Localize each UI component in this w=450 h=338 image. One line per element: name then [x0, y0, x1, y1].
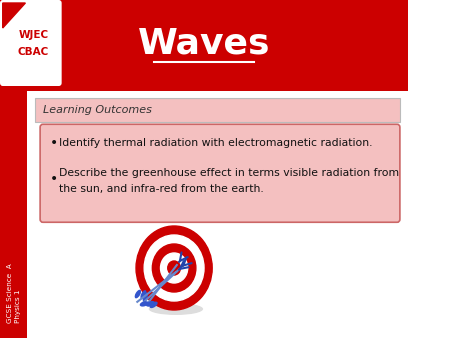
Ellipse shape [143, 292, 148, 302]
Text: Waves: Waves [138, 27, 270, 61]
Text: •: • [50, 172, 58, 186]
Text: WJEC: WJEC [18, 30, 49, 40]
Polygon shape [3, 3, 25, 28]
FancyBboxPatch shape [0, 91, 27, 338]
Text: the sun, and infra-red from the earth.: the sun, and infra-red from the earth. [59, 184, 264, 194]
Circle shape [161, 253, 188, 283]
FancyBboxPatch shape [0, 0, 62, 86]
Circle shape [153, 244, 196, 292]
Ellipse shape [146, 301, 155, 307]
FancyBboxPatch shape [27, 91, 408, 338]
Circle shape [144, 235, 204, 301]
FancyBboxPatch shape [0, 0, 408, 91]
Text: •: • [50, 136, 58, 150]
Text: Describe the greenhouse effect in terms visible radiation from: Describe the greenhouse effect in terms … [59, 168, 399, 178]
Text: Physics 1: Physics 1 [15, 290, 21, 323]
FancyBboxPatch shape [40, 124, 400, 222]
Text: Identify thermal radiation with electromagnetic radiation.: Identify thermal radiation with electrom… [59, 138, 373, 148]
Text: Learning Outcomes: Learning Outcomes [43, 105, 152, 115]
Ellipse shape [135, 290, 141, 298]
Ellipse shape [140, 301, 148, 307]
FancyBboxPatch shape [35, 98, 400, 122]
Ellipse shape [149, 301, 158, 308]
Circle shape [136, 226, 212, 310]
Ellipse shape [140, 290, 146, 299]
Text: GCSE Science  A: GCSE Science A [7, 263, 13, 323]
Circle shape [168, 261, 180, 275]
Text: CBAC: CBAC [18, 47, 49, 57]
Ellipse shape [148, 303, 203, 315]
